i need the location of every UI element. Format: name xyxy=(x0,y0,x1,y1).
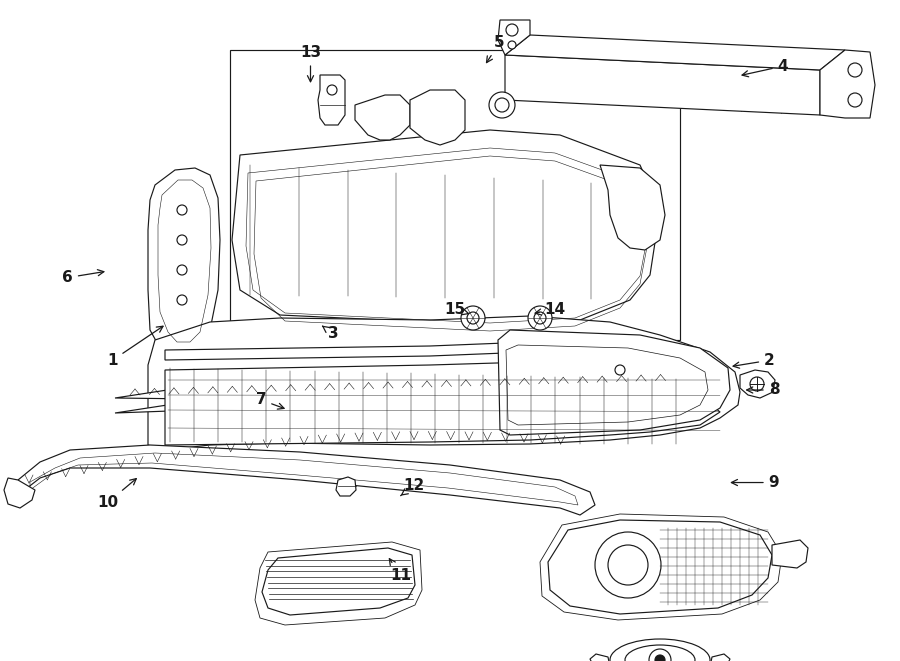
Circle shape xyxy=(327,85,337,95)
Text: 4: 4 xyxy=(742,59,788,77)
Text: 10: 10 xyxy=(97,479,136,510)
Polygon shape xyxy=(4,478,35,508)
Polygon shape xyxy=(740,370,775,398)
Text: 11: 11 xyxy=(390,559,411,582)
Polygon shape xyxy=(18,445,595,515)
Polygon shape xyxy=(232,130,660,325)
Circle shape xyxy=(608,545,648,585)
Polygon shape xyxy=(498,330,730,435)
Text: 7: 7 xyxy=(256,393,284,409)
Circle shape xyxy=(848,63,862,77)
Polygon shape xyxy=(148,316,740,450)
Text: 1: 1 xyxy=(107,327,163,368)
Circle shape xyxy=(528,306,552,330)
Polygon shape xyxy=(355,95,410,140)
Polygon shape xyxy=(590,654,610,661)
Polygon shape xyxy=(336,477,356,496)
Circle shape xyxy=(467,312,479,324)
Text: 9: 9 xyxy=(732,475,779,490)
Polygon shape xyxy=(498,20,530,55)
Circle shape xyxy=(177,295,187,305)
Polygon shape xyxy=(600,165,665,250)
Polygon shape xyxy=(165,342,710,382)
Circle shape xyxy=(495,98,509,112)
Circle shape xyxy=(534,312,546,324)
Circle shape xyxy=(489,92,515,118)
Polygon shape xyxy=(165,362,720,445)
Polygon shape xyxy=(710,654,730,661)
Circle shape xyxy=(615,365,625,375)
Text: 2: 2 xyxy=(734,353,775,368)
Ellipse shape xyxy=(610,639,710,661)
Circle shape xyxy=(508,41,516,49)
Text: 6: 6 xyxy=(62,270,104,285)
Polygon shape xyxy=(548,520,772,614)
Circle shape xyxy=(461,306,485,330)
Polygon shape xyxy=(410,90,465,145)
Text: 8: 8 xyxy=(747,383,779,397)
Circle shape xyxy=(595,532,661,598)
Circle shape xyxy=(177,205,187,215)
Circle shape xyxy=(177,265,187,275)
Polygon shape xyxy=(148,168,220,358)
Text: 5: 5 xyxy=(487,36,505,63)
Circle shape xyxy=(848,93,862,107)
Polygon shape xyxy=(505,35,845,70)
Polygon shape xyxy=(505,55,820,115)
Polygon shape xyxy=(820,50,875,118)
Polygon shape xyxy=(262,548,415,615)
Circle shape xyxy=(655,655,665,661)
Text: 12: 12 xyxy=(400,479,425,496)
Polygon shape xyxy=(318,75,345,125)
Polygon shape xyxy=(115,376,690,413)
Text: 15: 15 xyxy=(444,302,469,317)
Circle shape xyxy=(506,24,518,36)
Circle shape xyxy=(649,649,671,661)
Polygon shape xyxy=(772,540,808,568)
Circle shape xyxy=(177,235,187,245)
Text: 14: 14 xyxy=(536,302,566,317)
Text: 13: 13 xyxy=(300,46,321,82)
Circle shape xyxy=(750,377,764,391)
Bar xyxy=(230,50,680,340)
Ellipse shape xyxy=(625,645,695,661)
Text: 3: 3 xyxy=(322,326,338,341)
